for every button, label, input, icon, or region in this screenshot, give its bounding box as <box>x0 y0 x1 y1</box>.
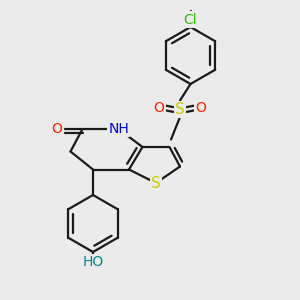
Text: HO: HO <box>82 256 103 269</box>
Text: Cl: Cl <box>184 13 197 26</box>
Text: S: S <box>151 176 161 190</box>
Text: NH: NH <box>108 122 129 136</box>
Text: O: O <box>196 101 206 115</box>
Text: O: O <box>154 101 164 115</box>
Text: O: O <box>52 122 62 136</box>
Text: S: S <box>175 102 185 117</box>
